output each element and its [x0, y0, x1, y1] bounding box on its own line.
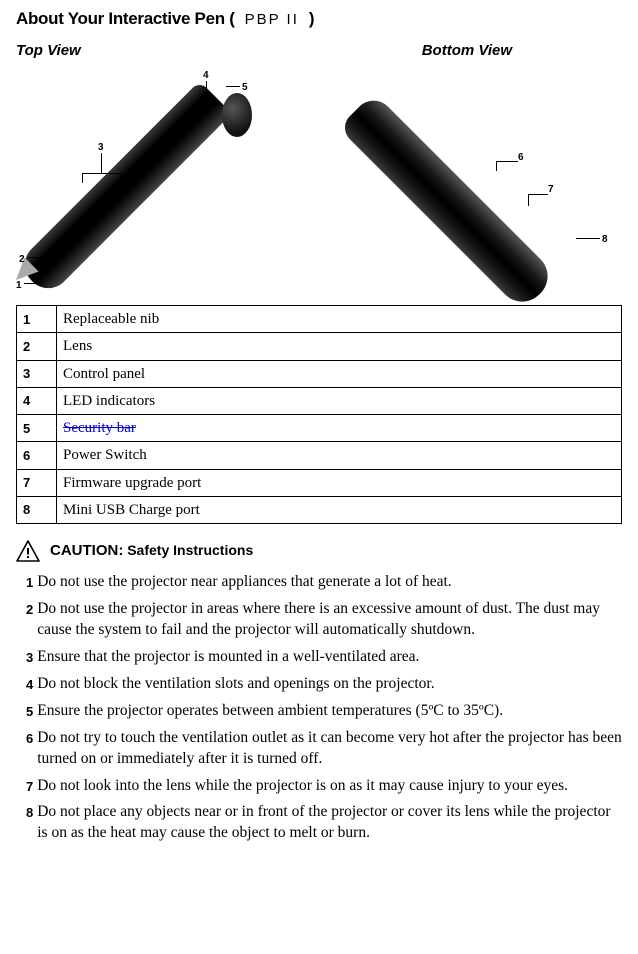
- callout-1: 1: [16, 279, 22, 293]
- part-desc: Control panel: [57, 360, 622, 387]
- callout-7-line: [528, 194, 529, 206]
- top-view-label: Top View: [16, 41, 81, 61]
- pen-diagrams: 1 2 3 4 5 6 7 8: [16, 69, 622, 299]
- instr-text: Do not look into the lens while the proj…: [37, 776, 568, 797]
- list-item: 1Do not use the projector near appliance…: [26, 572, 622, 593]
- instr-text: Do not block the ventilation slots and o…: [37, 674, 434, 695]
- callout-5-line: [226, 86, 240, 87]
- callout-3-line-d2: [122, 173, 123, 183]
- part-num: 8: [17, 496, 57, 523]
- part-num: 7: [17, 469, 57, 496]
- callout-6: 6: [518, 151, 524, 165]
- part-num: 4: [17, 387, 57, 414]
- instr-num: 6: [26, 728, 37, 770]
- part-desc: LED indicators: [57, 387, 622, 414]
- page-title: About Your Interactive Pen (PBP II): [16, 8, 622, 31]
- callout-8-line: [576, 238, 600, 239]
- part-desc: Firmware upgrade port: [57, 469, 622, 496]
- instr-num: 4: [26, 674, 37, 695]
- instr-text: Do not place any objects near or in fron…: [37, 802, 622, 844]
- parts-tbody: 1 Replaceable nib 2 Lens 3 Control panel…: [17, 306, 622, 524]
- part-desc: Lens: [57, 333, 622, 360]
- table-row: 1 Replaceable nib: [17, 306, 622, 333]
- part-desc: Mini USB Charge port: [57, 496, 622, 523]
- strike-text: Security bar: [63, 418, 136, 438]
- instr-text: Do not try to touch the ventilation outl…: [37, 728, 622, 770]
- callout-3-line-d1: [82, 173, 83, 183]
- title-suffix: ): [309, 9, 314, 28]
- part-num: 1: [17, 306, 57, 333]
- caution-rest: Safety Instructions: [123, 542, 253, 558]
- title-prefix: About Your Interactive Pen (: [16, 9, 235, 28]
- part-num: 2: [17, 333, 57, 360]
- instr-num: 2: [26, 599, 37, 641]
- callout-3-line-h: [82, 173, 122, 174]
- callout-6-lineh: [496, 161, 518, 162]
- callout-7: 7: [548, 183, 554, 197]
- table-row: 3 Control panel: [17, 360, 622, 387]
- callout-8: 8: [602, 233, 608, 247]
- table-row: 7 Firmware upgrade port: [17, 469, 622, 496]
- list-item: 2Do not use the projector in areas where…: [26, 599, 622, 641]
- table-row: 2 Lens: [17, 333, 622, 360]
- caution-text: CAUTION: Safety Instructions: [50, 541, 253, 561]
- table-row: 5 Security bar: [17, 415, 622, 442]
- instr-text: Do not use the projector near appliances…: [37, 572, 451, 593]
- annot-text: Power Switch: [63, 445, 147, 465]
- safety-instructions: 1Do not use the projector near appliance…: [16, 572, 622, 844]
- callout-5: 5: [242, 81, 248, 95]
- part-desc: Security bar: [57, 415, 622, 442]
- callout-7-lineh: [528, 194, 548, 195]
- callout-4-line: [206, 81, 207, 95]
- list-item: 7Do not look into the lens while the pro…: [26, 776, 622, 797]
- caution-heading: CAUTION: Safety Instructions: [16, 540, 622, 562]
- instr-num: 5: [26, 701, 37, 722]
- caution-bold: CAUTION:: [50, 542, 123, 559]
- callout-3-line-v: [101, 153, 102, 173]
- list-item: 4Do not block the ventilation slots and …: [26, 674, 622, 695]
- part-num: 6: [17, 442, 57, 469]
- callout-2: 2: [19, 253, 25, 267]
- list-item: 6Do not try to touch the ventilation out…: [26, 728, 622, 770]
- parts-table: 1 Replaceable nib 2 Lens 3 Control panel…: [16, 305, 622, 524]
- instr-text: Ensure that the projector is mounted in …: [37, 647, 419, 668]
- table-row: 4 LED indicators: [17, 387, 622, 414]
- bottom-view-label: Bottom View: [422, 41, 512, 61]
- instr-num: 3: [26, 647, 37, 668]
- warning-icon: [16, 540, 40, 562]
- table-row: 6 Power Switch: [17, 442, 622, 469]
- instr-num: 7: [26, 776, 37, 797]
- instr-text: Do not use the projector in areas where …: [37, 599, 622, 641]
- pen-top-cap: [222, 93, 252, 137]
- title-model: PBP II: [235, 11, 309, 28]
- callout-6-line: [496, 161, 497, 171]
- part-num: 3: [17, 360, 57, 387]
- list-item: 8Do not place any objects near or in fro…: [26, 802, 622, 844]
- list-item: 3Ensure that the projector is mounted in…: [26, 647, 622, 668]
- callout-1-line: [24, 283, 42, 284]
- table-row: 8 Mini USB Charge port: [17, 496, 622, 523]
- list-item: 5Ensure the projector operates between a…: [26, 701, 622, 722]
- pen-top-body: [16, 81, 232, 297]
- views-row: Top View Bottom View: [16, 41, 622, 61]
- pen-bottom-body: [338, 93, 557, 312]
- pen-top-view: [22, 93, 262, 293]
- part-desc: Replaceable nib: [57, 306, 622, 333]
- instr-text: Ensure the projector operates between am…: [37, 701, 503, 722]
- pen-bottom-view: [362, 81, 592, 291]
- callout-2-line: [28, 257, 54, 258]
- instr-num: 8: [26, 802, 37, 844]
- instr-num: 1: [26, 572, 37, 593]
- part-desc: Power Switch: [57, 442, 622, 469]
- part-num: 5: [17, 415, 57, 442]
- annot-text: Mini USB Charge port: [63, 500, 200, 520]
